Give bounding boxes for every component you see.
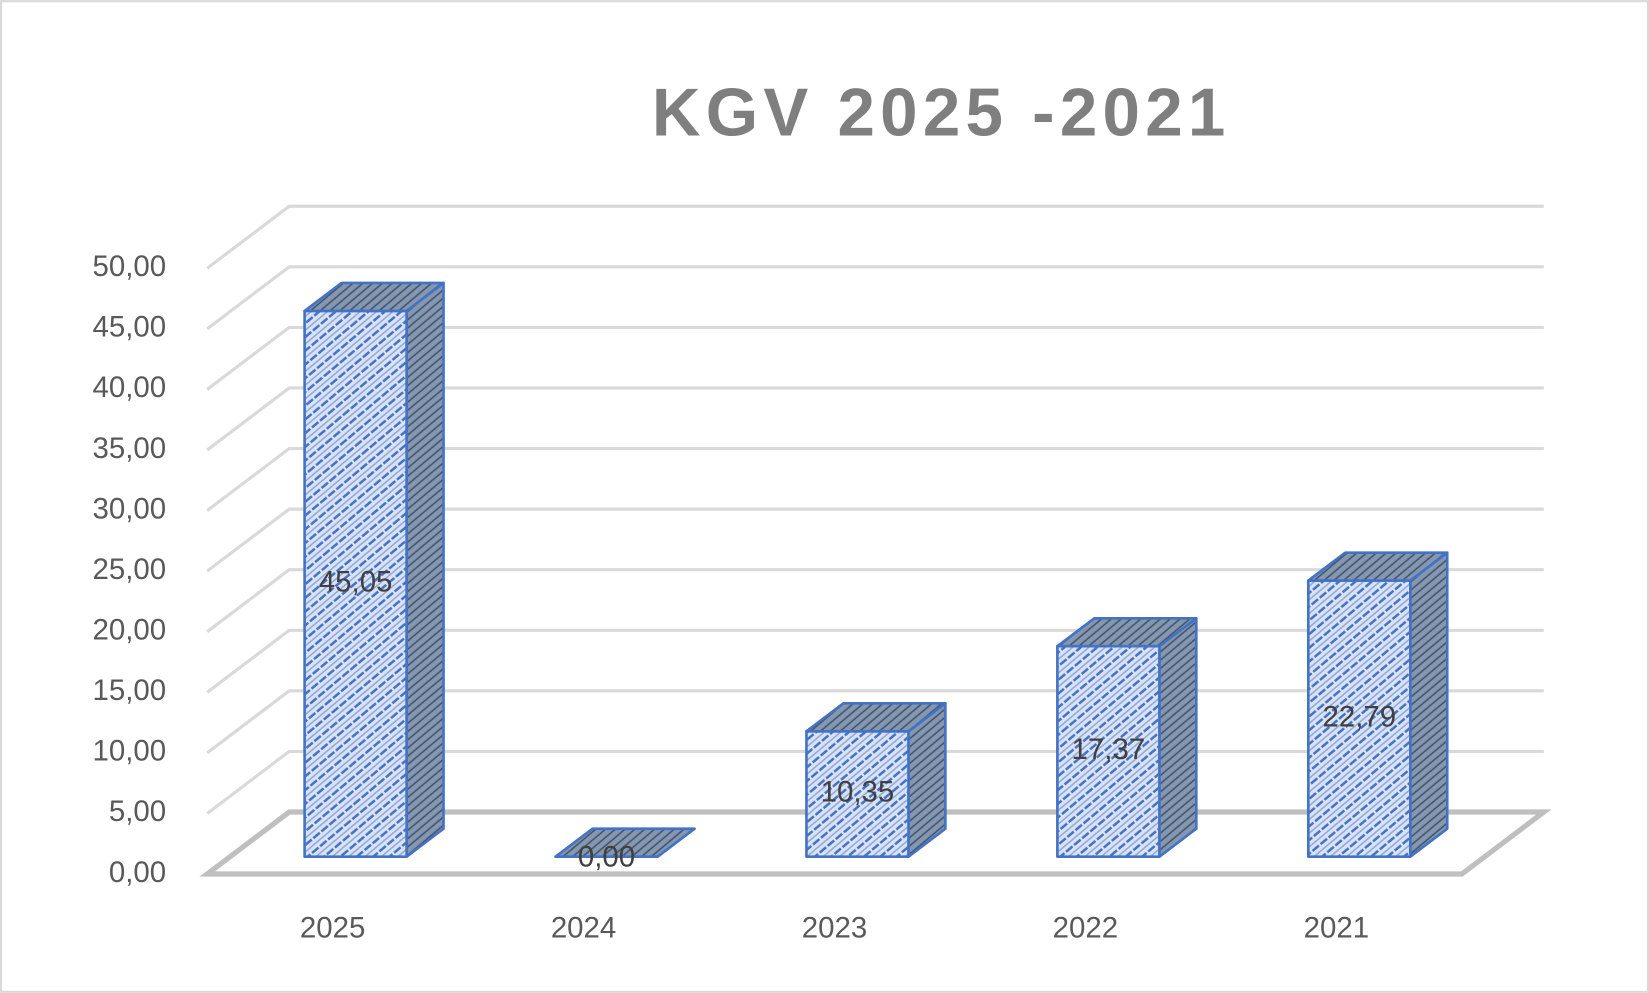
y-tick-label: 40,00 (92, 371, 166, 404)
x-tick-label: 2023 (802, 912, 867, 945)
bar-top (805, 702, 947, 733)
value-label: 22,79 (1322, 700, 1396, 733)
y-tick-label: 5,00 (109, 795, 166, 828)
y-tick-label: 30,00 (92, 492, 166, 525)
grid-line (206, 204, 1544, 270)
y-tick-label: 25,00 (92, 553, 166, 586)
value-label: 17,37 (1072, 733, 1146, 766)
bar-side (1158, 616, 1198, 858)
x-tick-label: 2021 (1304, 912, 1370, 945)
value-label: 10,35 (821, 776, 895, 809)
bar-top (1056, 616, 1198, 648)
bar-side (405, 281, 445, 858)
y-tick-label: 15,00 (92, 674, 166, 707)
y-tick-label: 0,00 (109, 856, 166, 889)
x-tick-label: 2022 (1053, 912, 1119, 945)
y-tick-label: 10,00 (92, 735, 166, 768)
value-label: 0,00 (578, 841, 635, 874)
grid-line (206, 386, 1544, 452)
bar-top (554, 827, 696, 858)
x-tick-label: 2024 (551, 912, 617, 945)
grid-line (206, 568, 1544, 634)
bar-side (1409, 551, 1449, 858)
floor (199, 809, 1552, 877)
y-tick-label: 20,00 (92, 614, 166, 647)
y-tick-label: 45,00 (92, 311, 166, 344)
chart-title: KGV 2025 -2021 (652, 76, 1231, 151)
bar (1306, 579, 1412, 858)
grid-line (206, 265, 1544, 331)
bar (1056, 644, 1161, 858)
bar-top (1306, 551, 1449, 582)
y-tick-label: 50,00 (92, 250, 166, 283)
value-label: 45,05 (319, 566, 393, 599)
bar-top (303, 281, 445, 313)
y-tick-label: 35,00 (92, 432, 166, 465)
grid-line (206, 446, 1544, 512)
grid-line (206, 325, 1544, 391)
x-tick-label: 2025 (300, 912, 366, 945)
grid-line (206, 507, 1544, 573)
